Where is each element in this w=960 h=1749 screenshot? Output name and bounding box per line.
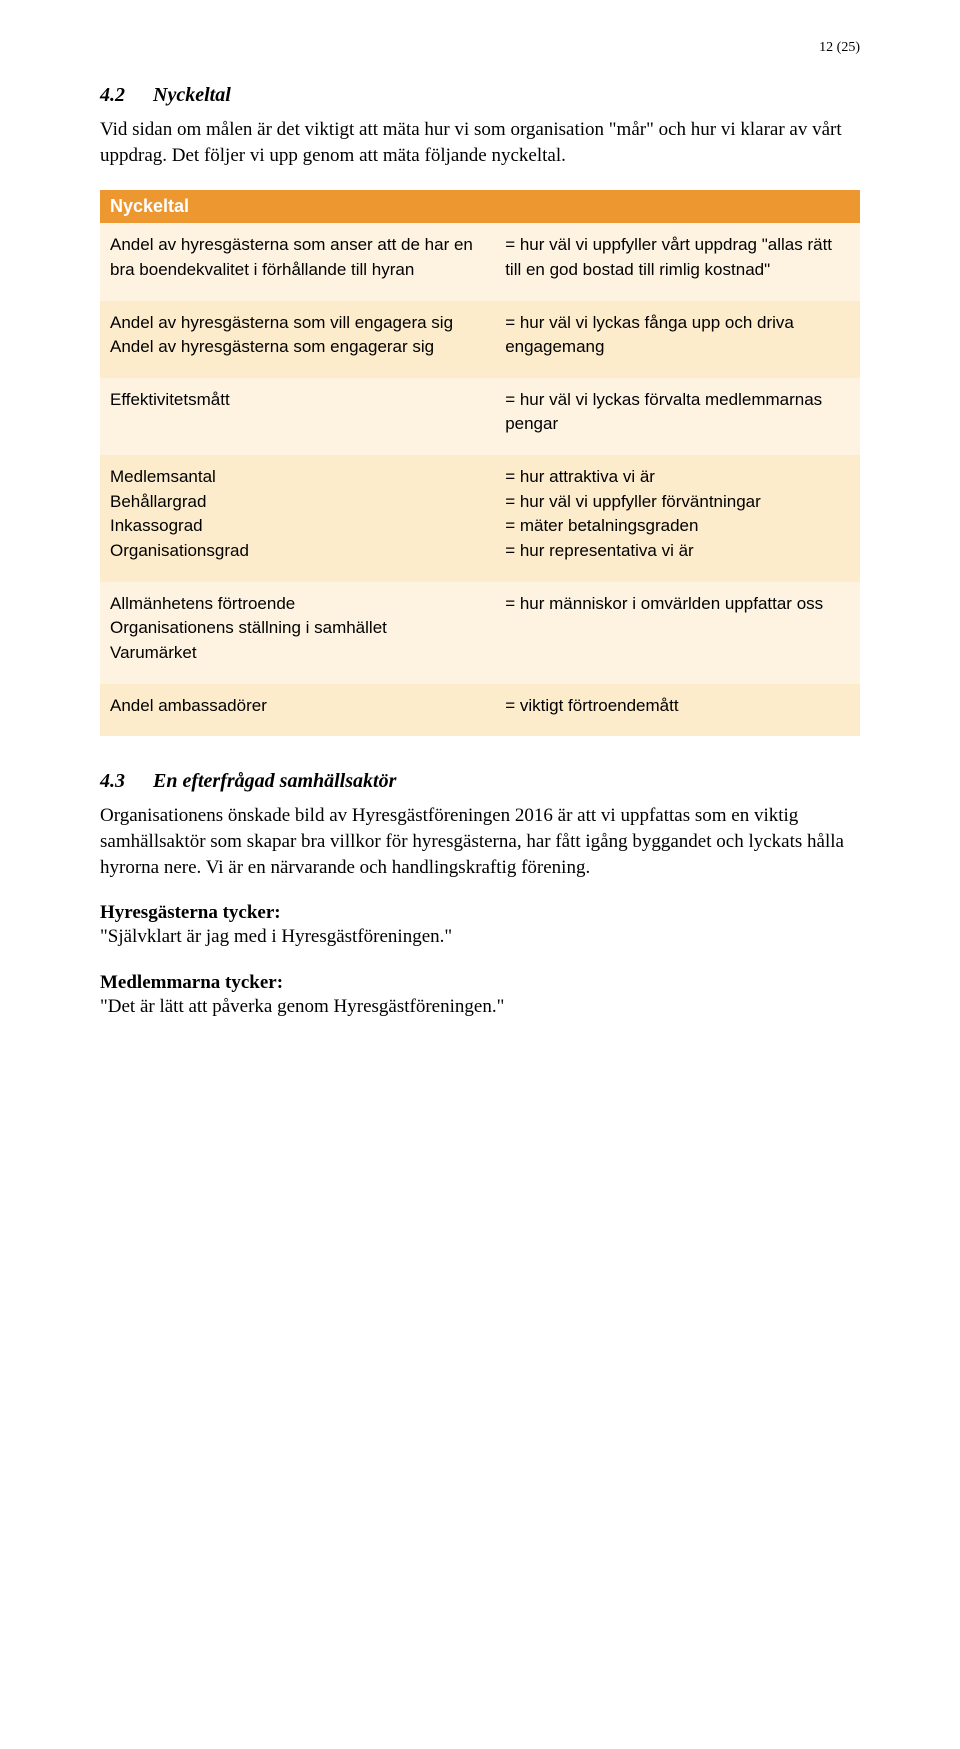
sub2-heading: Medlemmarna tycker: — [100, 972, 860, 994]
kpi-table: Nyckeltal Andel av hyresgästerna som ans… — [100, 190, 860, 736]
page-number: 12 (25) — [100, 40, 860, 56]
kpi-right: = hur väl vi uppfyller vårt uppdrag "all… — [495, 223, 860, 300]
kpi-right: = hur väl vi lyckas förvalta medlemmarna… — [495, 378, 860, 455]
kpi-left: Andel av hyresgästerna som vill engagera… — [100, 301, 495, 378]
kpi-right: = hur attraktiva vi är= hur väl vi uppfy… — [495, 455, 860, 582]
table-row: Andel av hyresgästerna som anser att de … — [100, 223, 860, 300]
kpi-left: Effektivitetsmått — [100, 378, 495, 455]
kpi-left: Andel av hyresgästerna som anser att de … — [100, 223, 495, 300]
sub1-heading: Hyresgästerna tycker: — [100, 902, 860, 924]
heading-4-2-title: Nyckeltal — [153, 84, 231, 106]
kpi-left: Andel ambassadörer — [100, 684, 495, 737]
heading-4-3: 4.3 En efterfrågad samhällsaktör — [100, 770, 860, 793]
table-row: Andel av hyresgästerna som vill engagera… — [100, 301, 860, 378]
kpi-right: = hur människor i omvärlden uppfattar os… — [495, 582, 860, 684]
heading-4-3-num: 4.3 — [100, 770, 125, 792]
table-row: Allmänhetens förtroendeOrganisationens s… — [100, 582, 860, 684]
kpi-right: = hur väl vi lyckas fånga upp och driva … — [495, 301, 860, 378]
kpi-left: Allmänhetens förtroendeOrganisationens s… — [100, 582, 495, 684]
intro-4-2: Vid sidan om målen är det viktigt att mä… — [100, 117, 860, 168]
table-row: MedlemsantalBehållargradInkassogradOrgan… — [100, 455, 860, 582]
table-row: Effektivitetsmått = hur väl vi lyckas fö… — [100, 378, 860, 455]
kpi-table-header: Nyckeltal — [100, 190, 860, 223]
sub1-quote: "Självklart är jag med i Hyresgästföreni… — [100, 924, 860, 950]
sub2-quote: "Det är lätt att påverka genom Hyresgäst… — [100, 994, 860, 1020]
heading-4-2-num: 4.2 — [100, 84, 125, 106]
kpi-right: = viktigt förtroendemått — [495, 684, 860, 737]
heading-4-2: 4.2 Nyckeltal — [100, 84, 860, 107]
table-row: Andel ambassadörer = viktigt förtroendem… — [100, 684, 860, 737]
kpi-left: MedlemsantalBehållargradInkassogradOrgan… — [100, 455, 495, 582]
para-4-3: Organisationens önskade bild av Hyresgäs… — [100, 803, 860, 880]
heading-4-3-title: En efterfrågad samhällsaktör — [153, 770, 396, 792]
